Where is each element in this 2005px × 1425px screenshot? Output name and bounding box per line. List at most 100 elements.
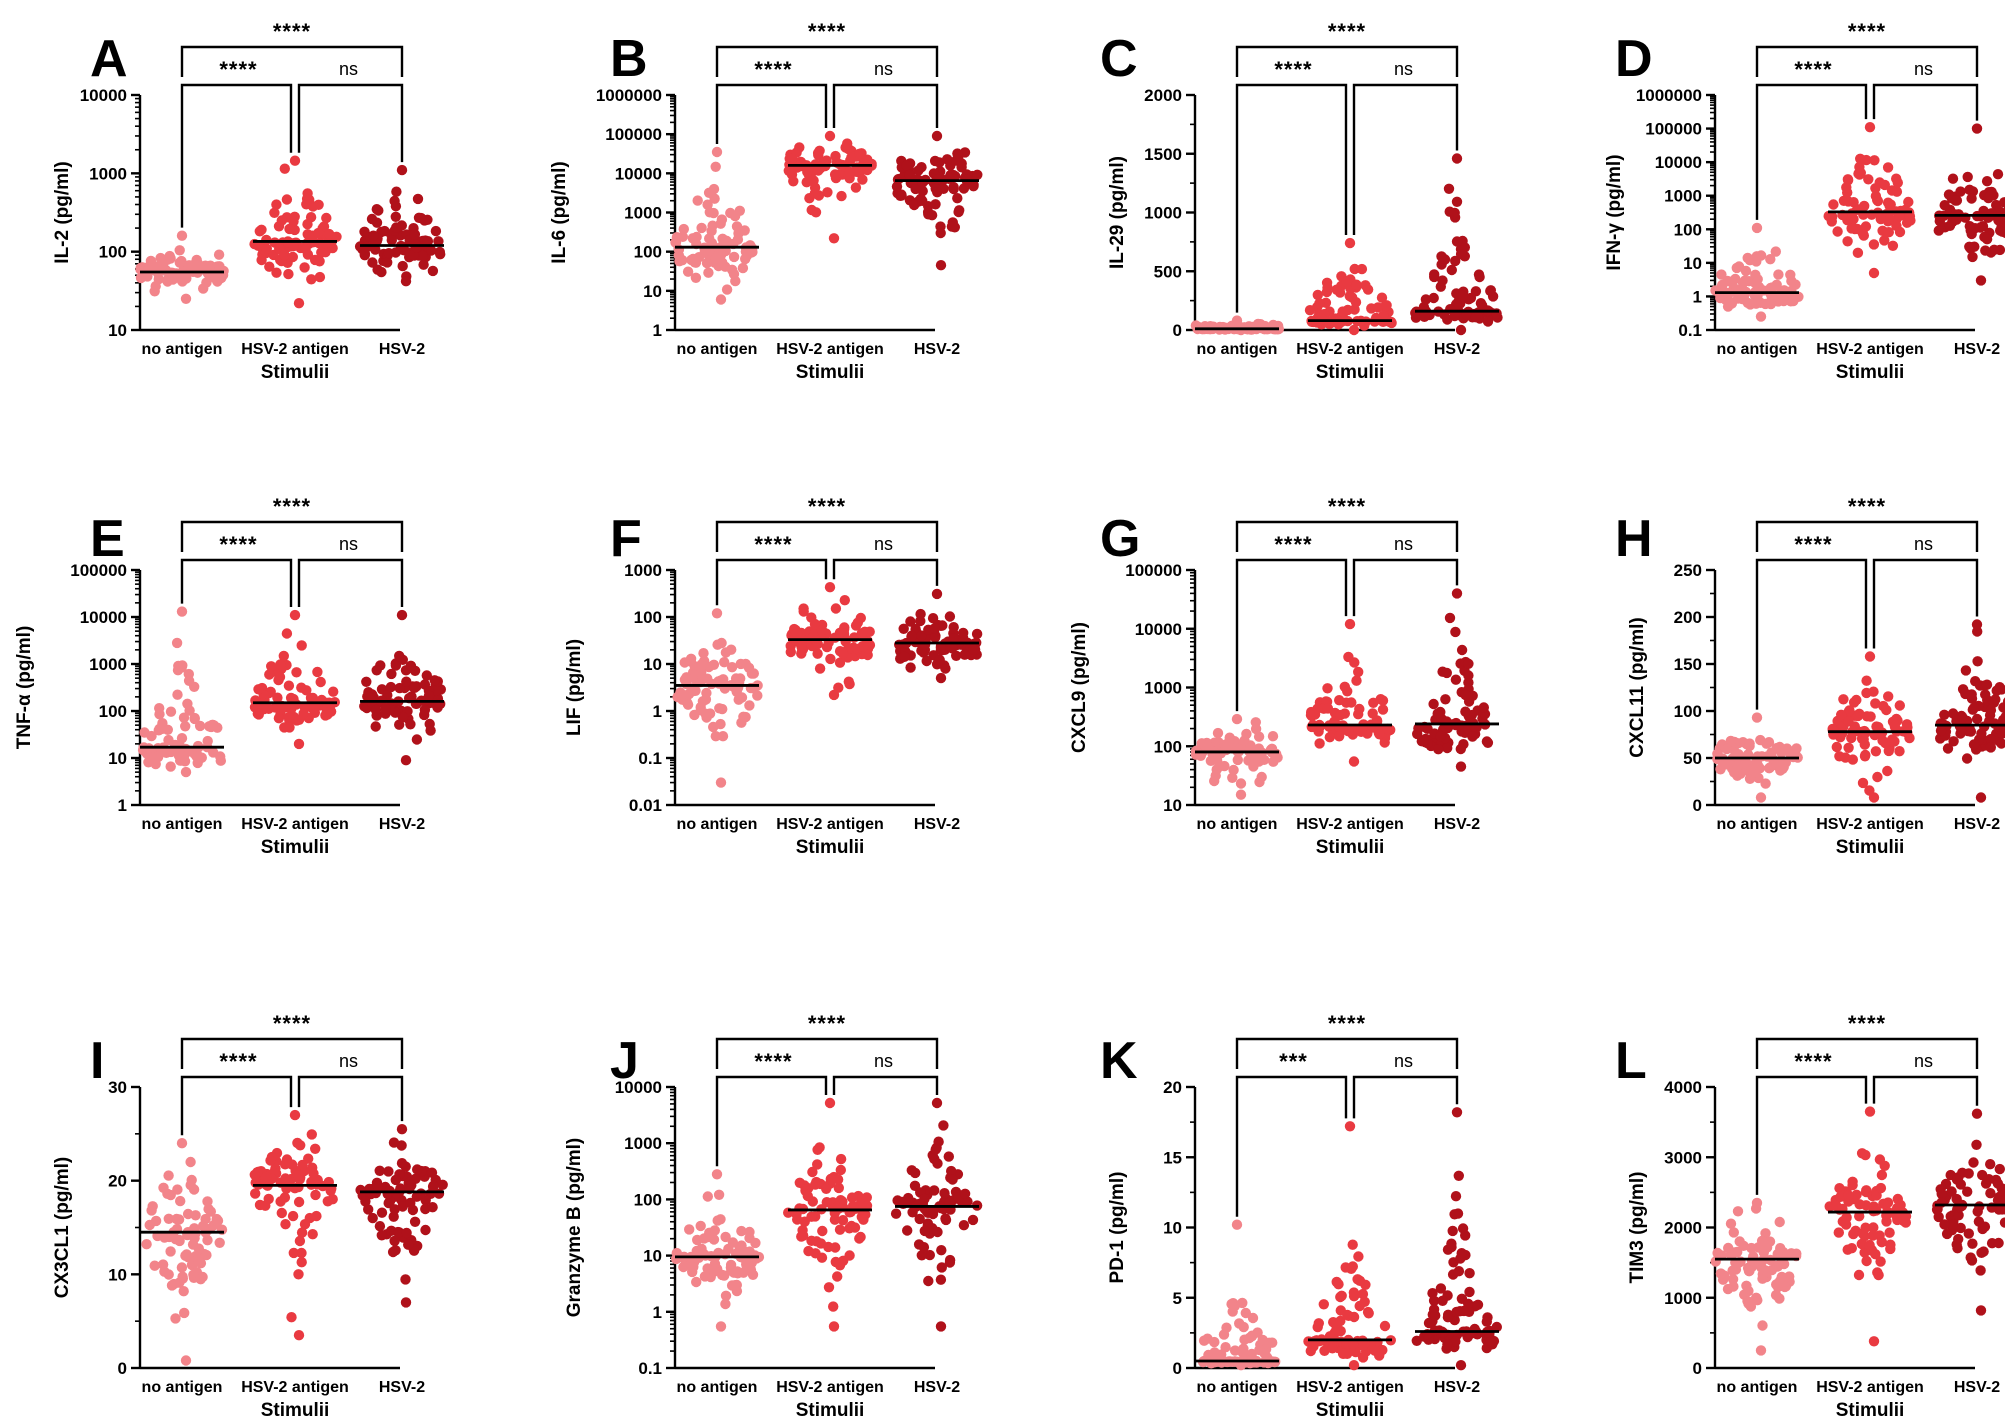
data-point [1465,292,1477,304]
data-point [1940,1178,1952,1190]
data-point [924,1249,935,1261]
data-point [1363,1308,1374,1319]
data-point [1751,712,1763,723]
sig-label-top: **** [1848,494,1886,519]
data-point [1869,155,1880,166]
data-point [958,627,969,639]
data-point [1955,1222,1966,1234]
x-axis-title: Stimulii [1316,1400,1385,1421]
data-point [394,682,405,694]
data-point [1985,247,1997,258]
y-tick-label: 2000 [1144,86,1182,105]
y-tick-label: 1 [653,702,662,721]
data-point [293,1196,305,1208]
data-point [306,1129,317,1140]
data-point [294,1235,306,1247]
panel-letter: J [610,1032,639,1090]
sig-label-right: ns [1914,534,1933,554]
data-point [1337,1348,1349,1360]
data-point [834,657,846,668]
data-point [165,1246,176,1257]
data-point [715,294,727,305]
y-tick-label: 100 [634,1190,662,1209]
sig-label-left: **** [1794,1049,1832,1074]
data-point [1451,1107,1463,1118]
data-point [1942,743,1954,754]
data-point [1710,285,1721,296]
data-point [426,245,437,256]
data-point [1757,1320,1768,1331]
data-point [1761,738,1772,749]
data-point [832,1271,843,1282]
panel-k: K 0 5 10 15 20 PD-1 (pg/ml) no antigen HSV-2 ant… [1100,1011,1503,1421]
data-point [788,176,799,187]
data-point [1742,297,1753,308]
data-point [176,606,188,617]
x-category-label: HSV-2 antigen [1816,1379,1924,1396]
y-tick-label: 100 [634,243,662,262]
y-tick-label: 1000 [89,655,127,674]
data-point [816,625,828,636]
data-point [684,1224,695,1235]
data-point [1268,756,1279,767]
data-point [1847,754,1859,765]
data-point [808,175,819,186]
data-point [946,1165,957,1177]
data-point [1359,1296,1370,1308]
data-point [412,193,424,205]
data-point [1870,1249,1881,1260]
data-point [192,757,203,769]
sig-label-right: ns [1394,1051,1413,1071]
data-point [376,266,387,278]
y-tick-label: 0.1 [638,1359,662,1378]
data-point [695,1220,706,1232]
data-point [281,194,293,205]
data-point [1894,210,1905,222]
panel-letter: F [610,510,642,568]
data-point [1722,1283,1734,1295]
data-point [934,654,945,666]
data-point [415,1188,427,1199]
data-point [806,1235,817,1247]
data-point [151,261,162,272]
data-point [1346,697,1357,708]
data-point [174,245,185,256]
data-point [675,687,686,698]
x-category-label: HSV-2 antigen [776,816,884,833]
data-point [1457,290,1468,302]
data-point [275,704,286,715]
x-category-label: HSV-2 [379,341,425,358]
data-point [682,699,694,710]
data-point [1460,706,1471,717]
y-tick-label: 30 [108,1078,127,1097]
data-point [195,1258,207,1269]
data-point [1750,277,1762,289]
data-point [812,638,823,650]
data-point [1348,756,1360,767]
data-point [1968,739,1980,750]
data-point [1972,656,1983,667]
data-point [189,713,200,725]
data-point [388,1137,400,1148]
points-hsv2-antigen [1304,237,1397,336]
bracket-left [1755,1075,1868,1195]
data-point [1218,1329,1230,1340]
data-point [1354,1275,1366,1287]
data-point [1732,1206,1744,1217]
data-point [1335,709,1346,721]
data-point [695,704,706,716]
data-point [1894,700,1906,711]
data-point [190,1210,201,1221]
data-point [948,633,959,644]
data-point [315,676,326,688]
data-point [1491,1321,1503,1333]
x-category-label: HSV-2 [379,816,425,833]
data-point [1951,214,1962,225]
data-point [374,1165,385,1177]
data-point [711,608,723,619]
data-point [310,1189,321,1201]
data-point [1992,169,2004,180]
x-axis-title: Stimulii [1836,1400,1905,1421]
panel-g: G 10 100 1000 10000 100000 CXCL9 (pg/ml) no ant… [1069,494,1499,858]
y-tick-label: 1000 [624,1134,662,1153]
